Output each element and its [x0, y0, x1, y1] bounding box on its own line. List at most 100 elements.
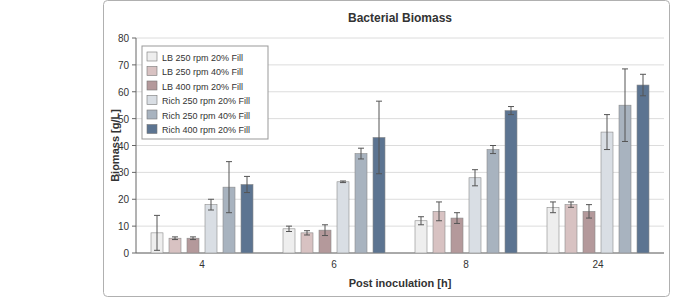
error-cap [358, 148, 364, 149]
error-cap [436, 201, 442, 202]
error-cap [172, 236, 178, 237]
error-cap [286, 226, 292, 227]
error-bar [172, 237, 178, 240]
bar [487, 150, 499, 253]
error-bar [358, 148, 364, 159]
error-bar [550, 202, 556, 213]
error-cap [550, 212, 556, 213]
error-cap [454, 223, 460, 224]
legend-swatch [147, 67, 157, 76]
error-bar [568, 202, 574, 207]
error-cap [340, 180, 346, 181]
error-bar [436, 202, 442, 221]
bar [469, 178, 481, 253]
tick [132, 91, 136, 92]
error-stem [157, 215, 158, 250]
error-cap [622, 141, 628, 142]
error-cap [304, 234, 310, 235]
error-bar [418, 217, 424, 225]
tick-label: 60 [118, 87, 130, 98]
legend-label: LB 250 rpm 20% Fill [162, 53, 243, 63]
bar [187, 238, 199, 253]
error-cap [208, 199, 214, 200]
tick-label: 80 [118, 33, 130, 44]
grid-line [136, 199, 664, 200]
error-bar [340, 181, 346, 183]
error-stem [643, 74, 644, 96]
error-cap [454, 212, 460, 213]
tick-label: 0 [123, 248, 129, 259]
legend-label: LB 400 rpm 20% Fill [162, 82, 243, 92]
legend-swatch [147, 110, 157, 119]
error-cap [304, 230, 310, 231]
error-stem [211, 199, 212, 210]
error-bar [226, 162, 232, 213]
error-bar [286, 226, 292, 231]
error-cap [190, 239, 196, 240]
error-stem [511, 107, 512, 115]
category-label: 4 [199, 259, 205, 270]
grid-line [136, 38, 664, 39]
error-cap [244, 192, 250, 193]
error-bar [586, 205, 592, 218]
error-cap [226, 161, 232, 162]
error-stem [625, 69, 626, 142]
tick-label: 20 [118, 194, 130, 205]
error-bar [154, 215, 160, 250]
error-cap [640, 95, 646, 96]
error-stem [289, 226, 290, 231]
legend-label: Rich 250 rpm 20% Fill [162, 96, 250, 106]
error-cap [418, 224, 424, 225]
error-stem [493, 146, 494, 154]
tick [132, 226, 136, 227]
error-cap [490, 153, 496, 154]
error-stem [607, 115, 608, 150]
error-cap [190, 236, 196, 237]
error-bar [622, 69, 628, 142]
chart: Bacterial Biomass01020304050607080Biomas… [0, 0, 700, 304]
error-cap [244, 176, 250, 177]
grid-line [136, 172, 664, 173]
error-stem [571, 202, 572, 207]
tick [132, 64, 136, 65]
error-cap [568, 207, 574, 208]
tick-label: 70 [118, 60, 130, 71]
bar [415, 221, 427, 253]
legend-swatch [147, 125, 157, 134]
error-cap [358, 158, 364, 159]
legend-swatch [147, 96, 157, 105]
error-cap [586, 204, 592, 205]
error-bar [190, 237, 196, 240]
legend-box [142, 46, 268, 139]
error-cap [376, 101, 382, 102]
tick-label: 10 [118, 221, 130, 232]
bar [637, 85, 649, 253]
bar [565, 205, 577, 253]
error-cap [418, 216, 424, 217]
error-cap [640, 74, 646, 75]
error-stem [361, 148, 362, 159]
error-cap [550, 201, 556, 202]
error-bar [322, 225, 328, 236]
tick [132, 172, 136, 173]
error-stem [379, 101, 380, 174]
error-cap [472, 169, 478, 170]
error-cap [322, 235, 328, 236]
error-stem [421, 217, 422, 225]
legend-label: LB 250 rpm 40% Fill [162, 67, 243, 77]
category-label: 8 [463, 259, 469, 270]
error-bar [376, 101, 382, 174]
error-stem [325, 225, 326, 236]
legend-swatch [147, 81, 157, 90]
error-cap [286, 231, 292, 232]
y-axis-label: Biomass [g/L] [109, 109, 121, 182]
error-cap [208, 210, 214, 211]
error-stem [457, 213, 458, 224]
grid-line [136, 145, 664, 146]
error-stem [307, 231, 308, 235]
error-cap [622, 68, 628, 69]
legend-label: Rich 250 rpm 40% Fill [162, 111, 250, 121]
error-bar [508, 107, 514, 115]
error-bar [490, 146, 496, 154]
tick [132, 118, 136, 119]
